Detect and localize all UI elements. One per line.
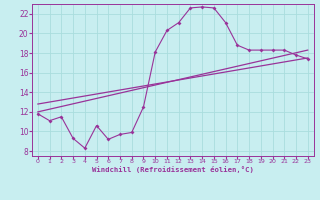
X-axis label: Windchill (Refroidissement éolien,°C): Windchill (Refroidissement éolien,°C) bbox=[92, 166, 254, 173]
